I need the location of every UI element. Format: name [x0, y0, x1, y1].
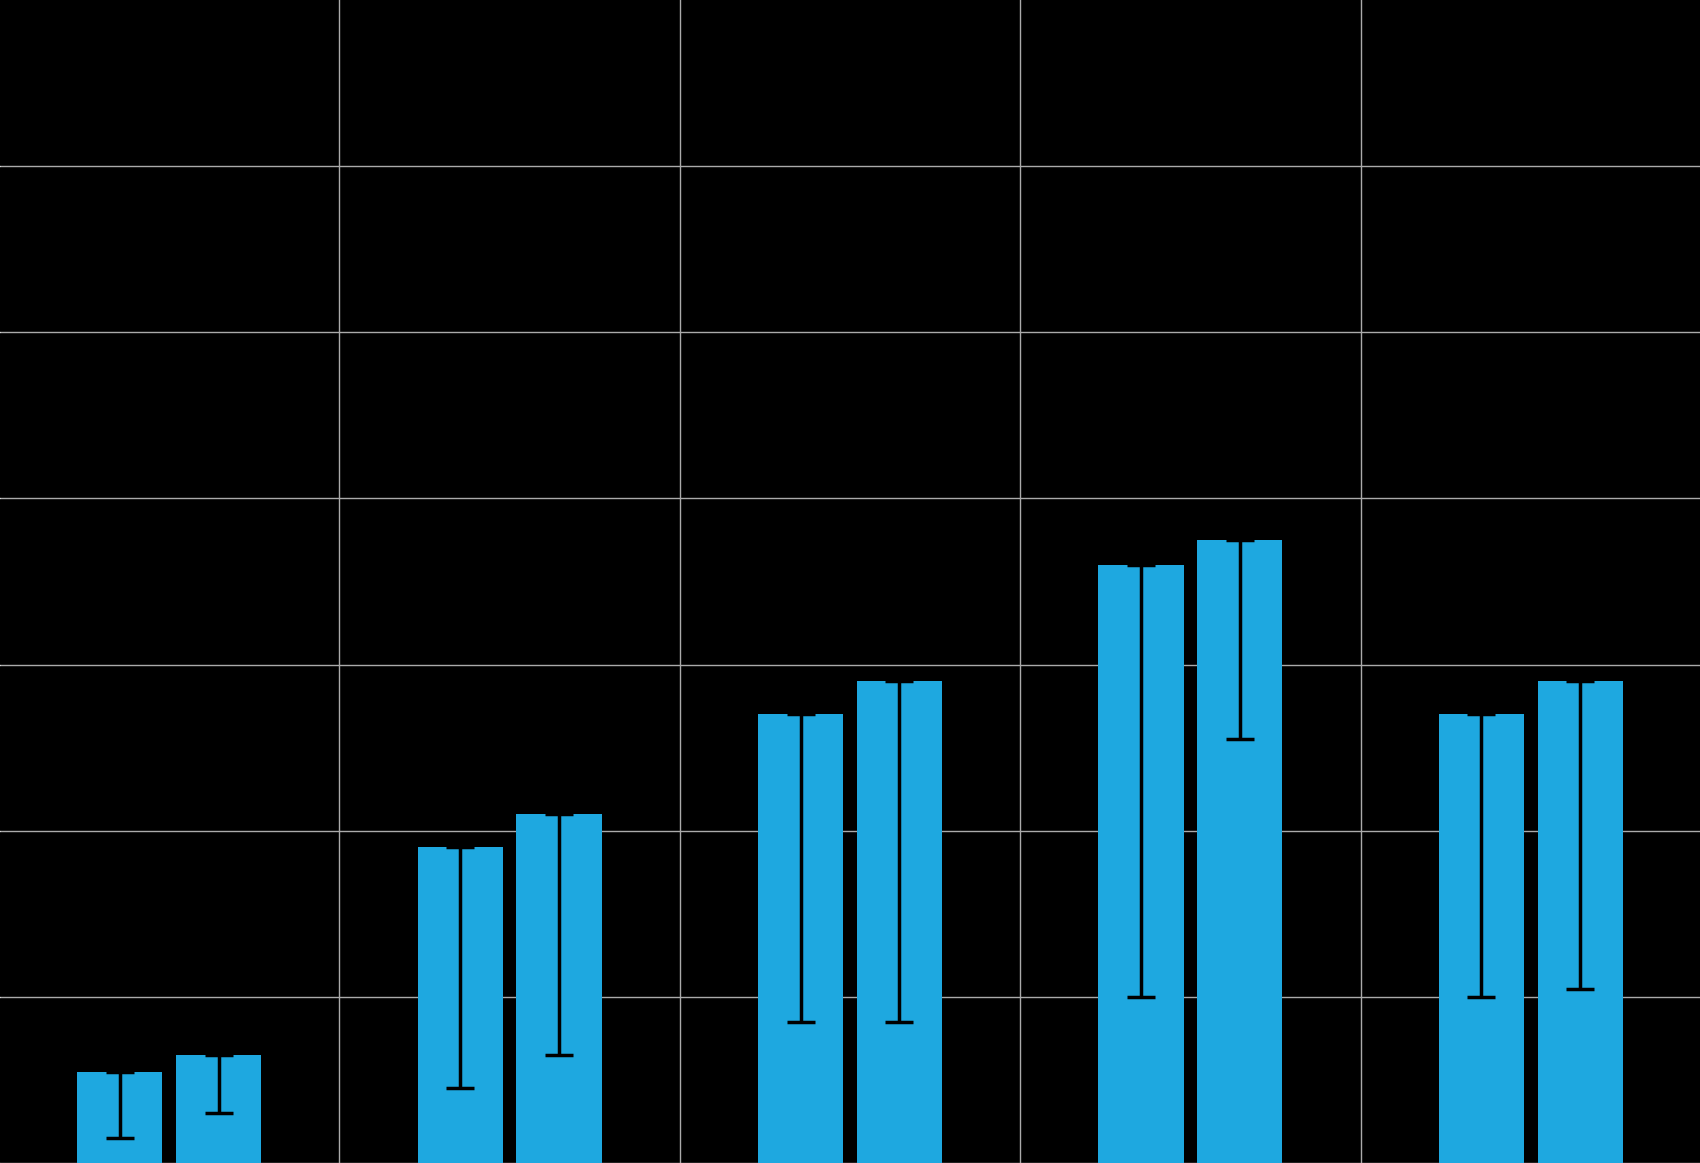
Bar — [1438, 714, 1523, 1163]
Bar — [857, 682, 942, 1163]
Bar — [758, 714, 843, 1163]
Bar — [418, 848, 503, 1163]
Bar — [1537, 682, 1623, 1163]
Bar — [177, 1055, 262, 1163]
Bar — [1197, 540, 1282, 1163]
Bar — [1098, 565, 1183, 1163]
Bar — [76, 1071, 163, 1163]
Bar — [517, 814, 602, 1163]
